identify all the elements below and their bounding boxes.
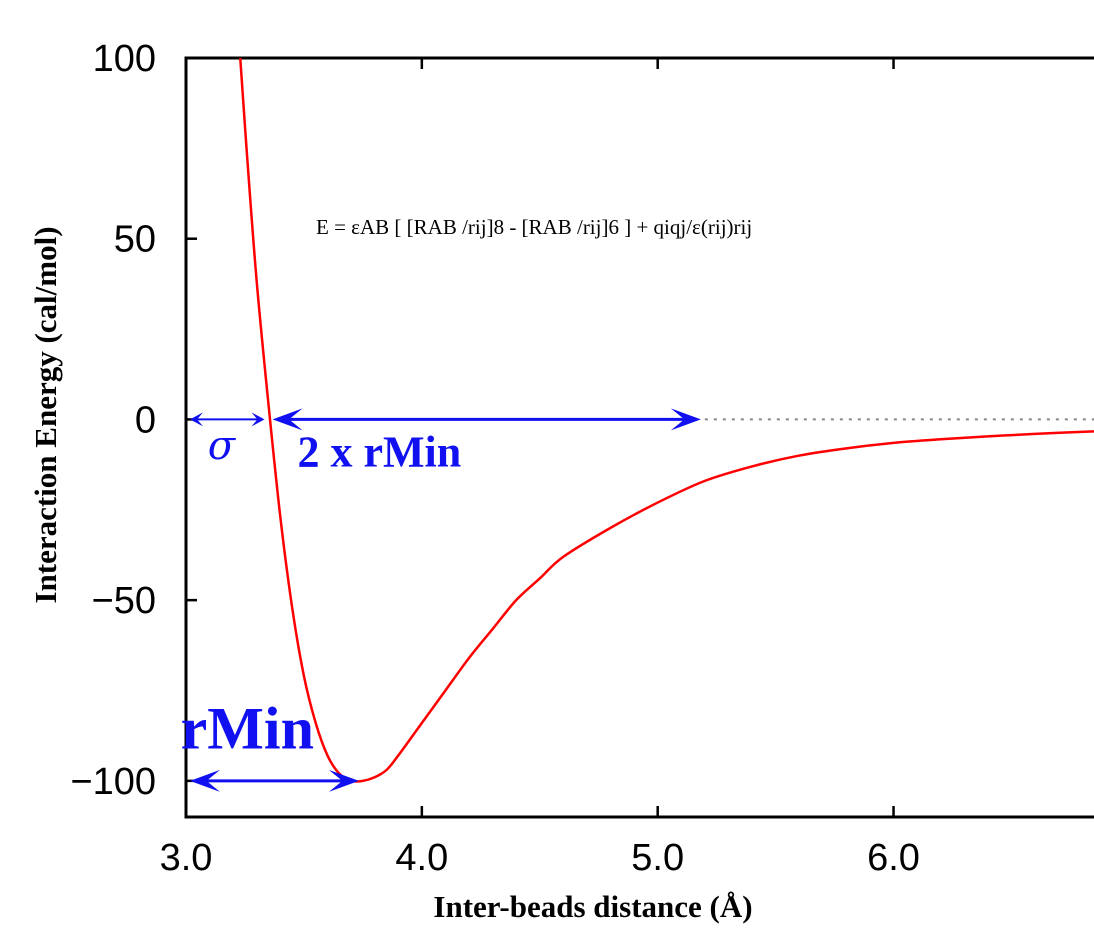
x-tick-label: 5.0 bbox=[631, 837, 684, 879]
formula-annotation: E = εAB [ [RAB /rij]8 - [RAB /rij]6 ] + … bbox=[316, 215, 752, 239]
x-tick-label: 4.0 bbox=[395, 837, 448, 879]
y-tick-label: 0 bbox=[135, 399, 156, 441]
x-tick-label: 3.0 bbox=[160, 837, 213, 879]
energy-curve bbox=[238, 58, 1094, 783]
two-rmin-label: 2 x rMin bbox=[298, 427, 462, 476]
sigma-label: σ bbox=[208, 423, 237, 469]
y-tick-label: −100 bbox=[70, 761, 156, 803]
rmin-label: rMin bbox=[181, 695, 314, 761]
y-tick-label: 50 bbox=[114, 219, 156, 261]
y-axis-title: Interaction Energy (cal/mol) bbox=[28, 226, 63, 603]
two-rmin-arrow-head-left bbox=[272, 408, 303, 431]
y-tick-label: −50 bbox=[92, 580, 156, 622]
rmin-arrow-head-left bbox=[190, 769, 220, 792]
sigma-arrow-head-left bbox=[190, 412, 203, 427]
x-axis-title: Inter-beads distance (Å) bbox=[433, 889, 752, 924]
x-tick-label: 6.0 bbox=[867, 837, 920, 879]
two-rmin-arrow-head-right bbox=[670, 408, 701, 431]
rmin-arrow-head-right bbox=[328, 769, 359, 792]
sigma-arrow-head-right bbox=[251, 412, 265, 427]
y-tick-label: 100 bbox=[93, 38, 156, 80]
plot-frame bbox=[184, 56, 1094, 819]
